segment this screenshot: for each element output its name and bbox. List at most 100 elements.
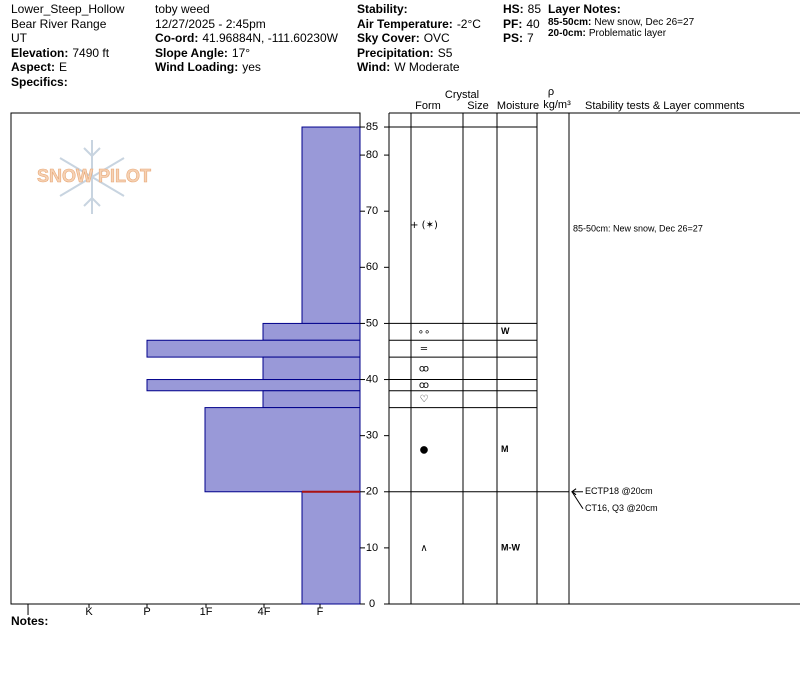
grain-form: ● [420, 445, 429, 456]
column-header: Size [467, 100, 488, 112]
grain-form: + (✶) [410, 220, 438, 231]
y-tick-label: 60 [366, 261, 378, 273]
field-label: Co-ord: [155, 31, 199, 46]
grain-form: ∧ [420, 543, 427, 554]
layer-note: 85-50cm: New snow, Dec 26=27 [548, 17, 694, 28]
watermark-logo [59, 140, 125, 214]
column-header: ρ [548, 86, 554, 98]
y-tick-label: 30 [366, 430, 378, 442]
header-field: HS: 85 [503, 2, 541, 17]
layer-notes: Layer Notes: 85-50cm: New snow, Dec 26=27 2… [548, 2, 694, 39]
layer-comment: 85-50cm: New snow, Dec 26=27 [573, 224, 703, 234]
moisture: M-W [501, 542, 520, 552]
stability-test: ECTP18 @20cm [585, 486, 653, 496]
field-label: Specifics: [11, 74, 68, 89]
field-label: PS: [503, 31, 524, 46]
hardness-bar [262, 390, 361, 409]
field-label: Slope Angle: [155, 45, 228, 60]
field-label: Wind: [357, 60, 391, 75]
field-label: Precipitation: [357, 45, 434, 60]
field-value: Lower_Steep_Hollow [11, 2, 125, 16]
header-field: Air Temperature: -2°C [357, 17, 481, 32]
field-value: 85 [527, 2, 542, 16]
header-field: Slope Angle: 17° [155, 46, 338, 61]
header-field: PS: 7 [503, 31, 541, 46]
hardness-bar [301, 126, 361, 324]
header-field: toby weed [155, 2, 338, 17]
grain-form: ꝏ [419, 363, 429, 374]
field-value: 12/27/2025 - 2:45pm [155, 16, 266, 31]
header-field: 12/27/2025 - 2:45pm [155, 17, 338, 32]
header-field: Aspect: E [11, 60, 124, 75]
y-tick-label: 40 [366, 373, 378, 385]
field-value: 41.96884N, -111.60230W [202, 31, 338, 46]
column-header: Form [415, 100, 441, 112]
layer-note: 20-0cm: Problematic layer [548, 28, 694, 39]
note-value: Problematic layer [588, 27, 667, 39]
grain-form: ∘∘ [418, 327, 431, 338]
column-header: Crystal [445, 89, 479, 101]
header-field: Specifics: [11, 75, 124, 90]
field-label: HS: [503, 2, 524, 16]
hardness-bar [262, 356, 361, 381]
field-value: UT [11, 31, 27, 46]
header-column: HS: 85 PF: 40 PS: 7 [503, 2, 541, 46]
x-tick-label: 1F [200, 606, 213, 618]
x-tick-label: 4F [258, 606, 271, 618]
y-tick-label: 80 [366, 149, 378, 161]
column-header: kg/m³ [543, 99, 571, 111]
header-field: Precipitation: S5 [357, 46, 481, 61]
field-label: Sky Cover: [357, 31, 420, 46]
field-value: Bear River Range [11, 16, 107, 31]
field-label: Stability: [357, 2, 408, 16]
field-value: toby weed [155, 2, 210, 16]
header-field: Wind Loading: yes [155, 60, 338, 75]
header-column: Stability: Air Temperature: -2°C Sky Cover:… [357, 2, 481, 75]
field-label: Elevation: [11, 45, 69, 60]
field-value: W Moderate [394, 60, 460, 75]
test-pointer [571, 491, 584, 510]
field-value: 17° [231, 45, 251, 60]
y-tick-label: 50 [366, 317, 378, 329]
note-label: 20-0cm: [548, 27, 586, 39]
grain-form: = [420, 344, 428, 355]
field-value: 40 [526, 16, 540, 31]
notes-label: Notes: [11, 614, 48, 628]
header-field: Stability: [357, 2, 481, 17]
x-tick-label: F [317, 606, 324, 618]
moisture: M [501, 444, 509, 454]
field-value: 7 [527, 31, 534, 46]
hardness-bar [146, 379, 361, 392]
x-tick-label: P [143, 606, 150, 618]
field-value: 7490 ft [72, 45, 110, 60]
field-label: Aspect: [11, 60, 56, 75]
y-tick-label: 20 [366, 486, 378, 498]
column-header: Stability tests & Layer comments [585, 100, 745, 112]
stability-test: CT16, Q3 @20cm [585, 503, 658, 513]
header-field: Bear River Range [11, 17, 124, 32]
grain-form: ♡ [420, 394, 429, 405]
header-field: Co-ord: 41.96884N, -111.60230W [155, 31, 338, 46]
field-label: PF: [503, 16, 523, 31]
x-tick-label: K [85, 606, 93, 618]
hardness-bar [262, 322, 361, 341]
field-label: Air Temperature: [357, 16, 453, 31]
header-field: Elevation: 7490 ft [11, 46, 124, 61]
header-field: Wind: W Moderate [357, 60, 481, 75]
field-value: yes [242, 60, 261, 75]
field-value: S5 [437, 45, 453, 60]
watermark-text: SNOW PILOT [37, 166, 151, 186]
note-label: 85-50cm: [548, 16, 592, 28]
header-column: Lower_Steep_Hollow Bear River Range UT Elev… [11, 2, 124, 90]
field-label: Wind Loading: [155, 60, 239, 75]
x-tick-label: I [26, 606, 29, 618]
y-tick-label: 70 [366, 205, 378, 217]
moisture: W [501, 326, 510, 336]
hardness-bar [146, 339, 361, 358]
field-value: OVC [423, 31, 450, 46]
header-field: PF: 40 [503, 17, 541, 32]
y-tick-label: 0 [369, 598, 375, 610]
field-value: E [59, 60, 68, 75]
